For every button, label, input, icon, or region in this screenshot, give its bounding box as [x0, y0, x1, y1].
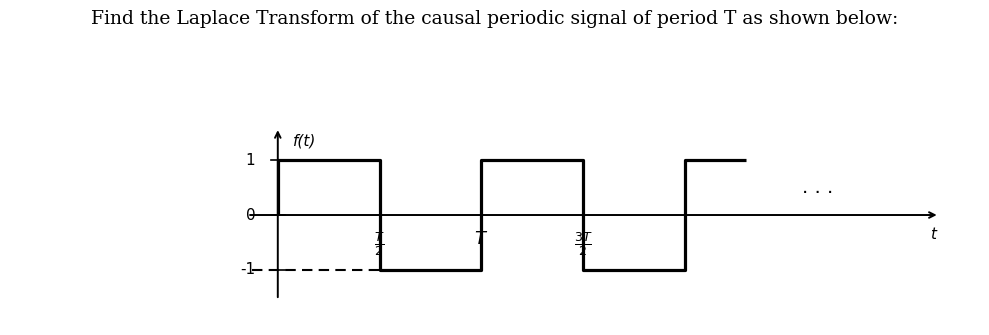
Text: $\frac{T}{2}$: $\frac{T}{2}$: [374, 230, 385, 258]
Text: f(t): f(t): [293, 133, 316, 148]
Text: 0: 0: [246, 207, 255, 222]
Text: . . .: . . .: [802, 178, 833, 197]
Text: Find the Laplace Transform of the causal periodic signal of period T as shown be: Find the Laplace Transform of the causal…: [91, 10, 898, 28]
Text: 1: 1: [246, 153, 255, 168]
Text: $T$: $T$: [475, 230, 489, 248]
Text: -1: -1: [240, 262, 255, 277]
Text: t: t: [930, 227, 936, 242]
Text: $\frac{3T}{2}$: $\frac{3T}{2}$: [574, 230, 592, 258]
